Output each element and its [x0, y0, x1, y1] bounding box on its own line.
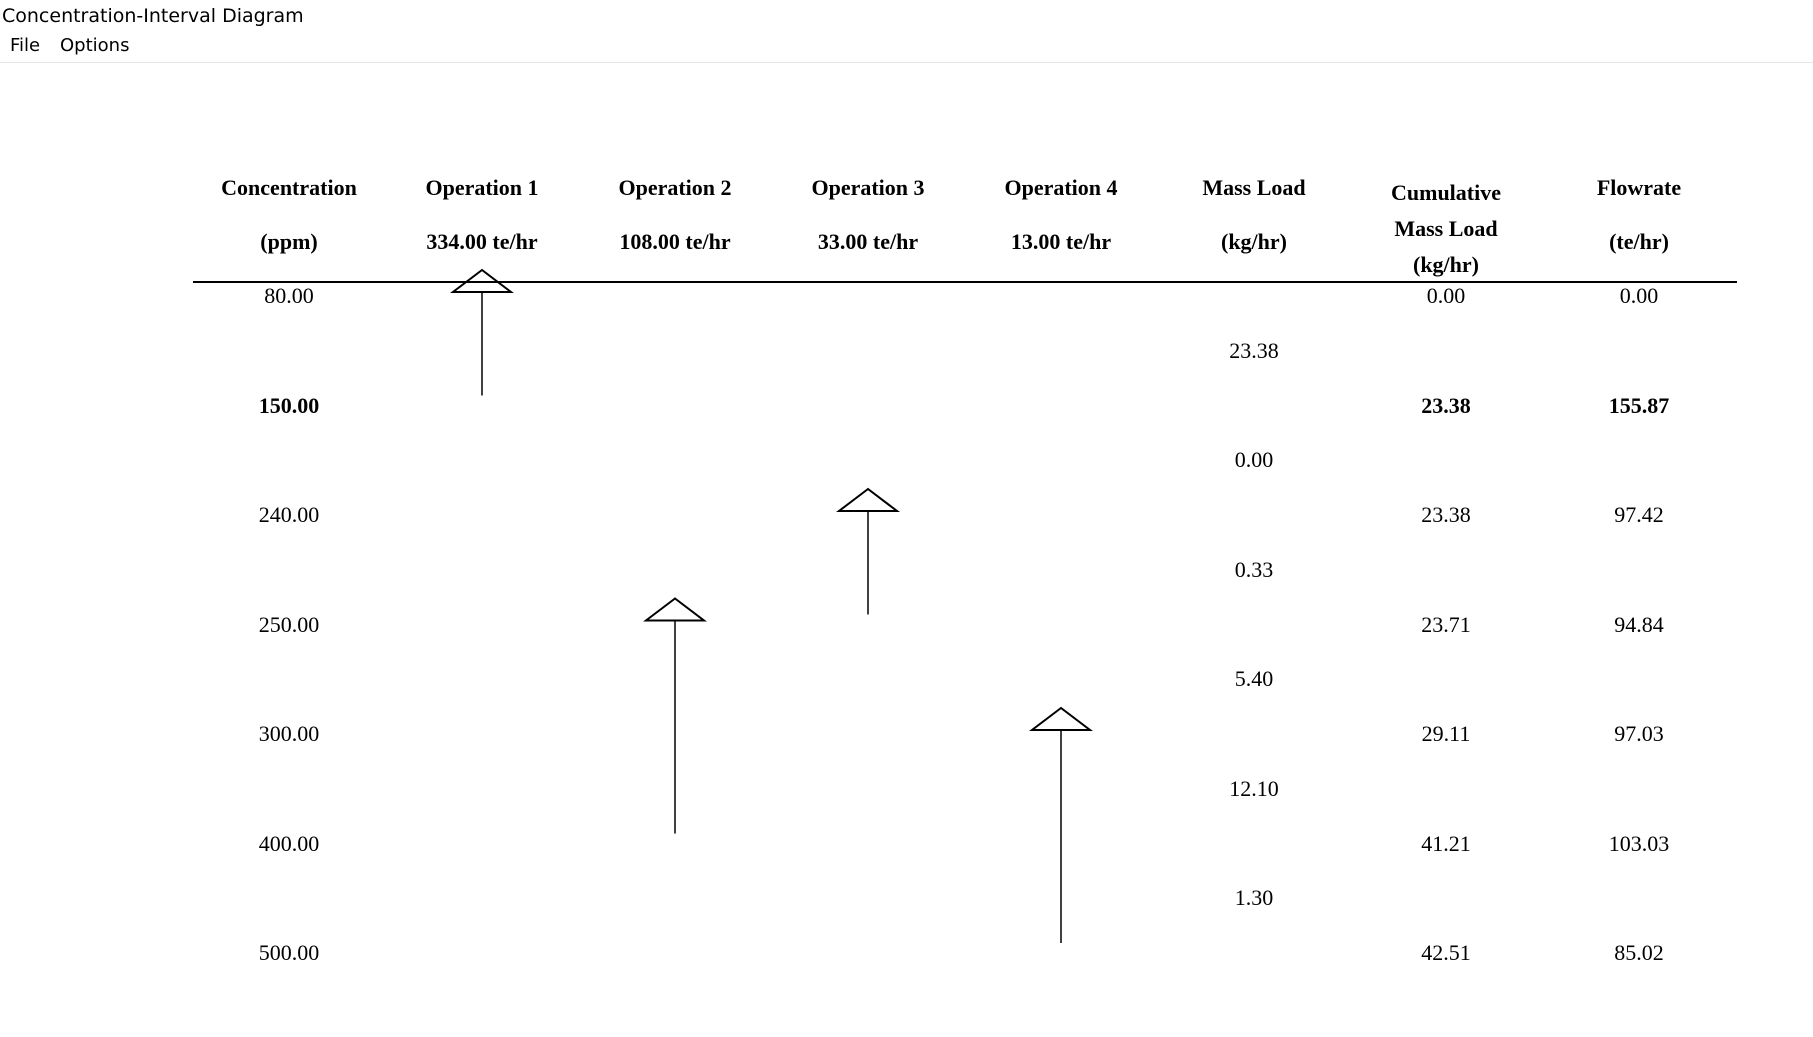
- cumulative-value-1: 23.38: [1421, 392, 1471, 418]
- interval-mass-load-1: 0.00: [1234, 447, 1274, 473]
- header-mass-load-title: Mass Load: [1202, 175, 1306, 200]
- header-mass-load: Mass Load (kg/hr): [1202, 175, 1305, 255]
- concentration-value-3: 250.00: [258, 611, 320, 637]
- header-operation-1: Operation 1 334.00 te/hr: [425, 175, 538, 255]
- header-cumulative-mass-load: Cumulative Mass Load (kg/hr): [1391, 175, 1501, 283]
- concentration-value-6: 500.00: [258, 940, 320, 965]
- header-flowrate-title: Flowrate: [1596, 175, 1682, 200]
- cumulative-value-4: 29.11: [1421, 721, 1471, 746]
- header-operation-4: Operation 4 13.00 te/hr: [1004, 175, 1117, 255]
- concentration-value-0: 80.00: [264, 283, 314, 308]
- cumulative-value-6: 42.51: [1421, 940, 1471, 965]
- flowrate-value-0: 0.00: [1619, 283, 1659, 308]
- header-operation-2-name: Operation 2: [618, 175, 732, 200]
- header-operation-1-name: Operation 1: [425, 175, 539, 200]
- cumulative-value-5: 41.21: [1421, 830, 1471, 856]
- header-operation-2-flow: 108.00 te/hr: [619, 229, 731, 254]
- cumulative-value-2: 23.38: [1421, 502, 1471, 527]
- header-operation-3: Operation 3 33.00 te/hr: [811, 175, 924, 255]
- header-cumulative-line2: Mass Load: [1394, 216, 1498, 241]
- header-concentration: Concentration (ppm): [221, 175, 357, 255]
- operation-3-arrow-head: [836, 487, 900, 512]
- header-flowrate-unit: (te/hr): [1609, 229, 1669, 254]
- header-rule: [193, 281, 1737, 283]
- header-concentration-unit: (ppm): [260, 229, 318, 254]
- operation-2-arrow-head: [643, 597, 707, 622]
- operation-4-arrow: [1029, 706, 1093, 943]
- flowrate-value-6: 85.02: [1614, 940, 1664, 965]
- concentration-value-4: 300.00: [258, 721, 320, 746]
- window-title: Concentration-Interval Diagram: [2, 5, 304, 27]
- header-concentration-title: Concentration: [221, 175, 357, 200]
- cumulative-value-3: 23.71: [1421, 611, 1471, 637]
- flowrate-value-5: 103.03: [1608, 830, 1670, 856]
- concentration-value-2: 240.00: [258, 502, 320, 527]
- header-operation-4-name: Operation 4: [1004, 175, 1118, 200]
- operation-2-arrow: [643, 597, 707, 834]
- interval-mass-load-4: 12.10: [1229, 775, 1279, 801]
- interval-mass-load-0: 23.38: [1229, 337, 1279, 363]
- flowrate-value-2: 97.42: [1614, 502, 1664, 527]
- header-operation-4-flow: 13.00 te/hr: [1010, 229, 1112, 254]
- menu-bar: File Options: [0, 33, 1813, 63]
- flowrate-value-3: 94.84: [1614, 611, 1664, 637]
- interval-mass-load-3: 5.40: [1234, 666, 1274, 692]
- header-flowrate: Flowrate (te/hr): [1597, 175, 1681, 255]
- flowrate-value-4: 97.03: [1614, 721, 1664, 746]
- interval-mass-load-2: 0.33: [1234, 556, 1274, 582]
- interval-mass-load-5: 1.30: [1234, 885, 1274, 911]
- concentration-value-5: 400.00: [258, 830, 320, 856]
- header-operation-3-name: Operation 3: [811, 175, 925, 200]
- header-cumulative-unit: (kg/hr): [1413, 252, 1479, 277]
- menu-file[interactable]: File: [10, 35, 41, 56]
- header-mass-load-unit: (kg/hr): [1220, 229, 1287, 254]
- concentration-value-1: 150.00: [258, 392, 320, 418]
- header-operation-3-flow: 33.00 te/hr: [817, 229, 919, 254]
- operation-3-arrow: [836, 487, 900, 615]
- cumulative-value-0: 0.00: [1426, 283, 1466, 308]
- operation-1-arrow: [450, 268, 514, 396]
- flowrate-value-1: 155.87: [1608, 392, 1670, 418]
- operation-4-arrow-head: [1029, 706, 1093, 731]
- menu-options[interactable]: Options: [60, 35, 130, 56]
- header-cumulative-line1: Cumulative: [1391, 180, 1501, 205]
- header-operation-2: Operation 2 108.00 te/hr: [618, 175, 731, 255]
- header-operation-1-flow: 334.00 te/hr: [426, 229, 538, 254]
